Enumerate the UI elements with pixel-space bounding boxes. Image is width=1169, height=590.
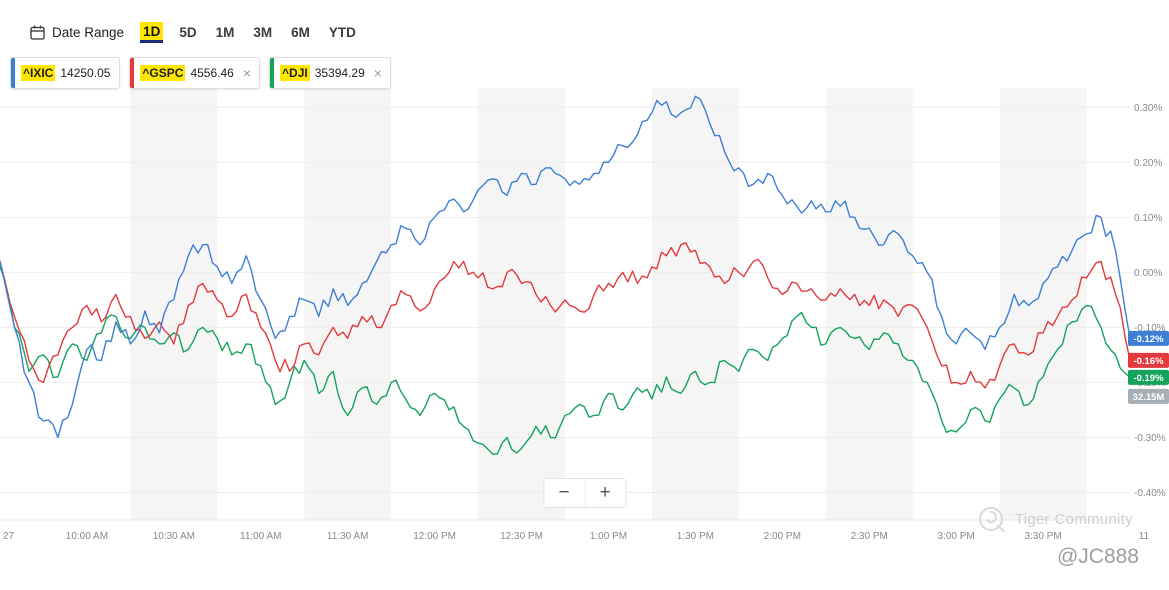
series-color-bar bbox=[11, 58, 15, 88]
x-axis-label: 12:30 PM bbox=[500, 531, 543, 542]
x-axis-label: 11 bbox=[1139, 531, 1150, 542]
x-axis-label: 11:00 AM bbox=[240, 531, 282, 542]
volume-badge-label: 32.15M bbox=[1133, 392, 1165, 403]
calendar-icon bbox=[30, 25, 45, 40]
series-color-bar bbox=[270, 58, 275, 88]
zoom-out-button[interactable]: − bbox=[544, 479, 584, 507]
background-stripe bbox=[651, 88, 739, 520]
tiger-community-logo-icon bbox=[978, 507, 1005, 532]
x-axis-label: 3:30 PM bbox=[1024, 531, 1061, 542]
x-axis-label: 1:00 PM bbox=[590, 531, 627, 542]
change-badge-label: -0.16% bbox=[1133, 356, 1164, 367]
range-tabs: 1D 5D 1M 3M 6M YTD bbox=[140, 22, 359, 43]
watermark: Tiger Community bbox=[976, 504, 1133, 534]
x-axis-label: 10:00 AM bbox=[66, 531, 108, 542]
volume-badge bbox=[1128, 388, 1169, 404]
zoom-in-button[interactable]: + bbox=[584, 479, 625, 507]
y-axis-label: 0.10% bbox=[1134, 213, 1162, 224]
ticker-symbol: ^DJI bbox=[280, 65, 310, 81]
close-icon[interactable]: × bbox=[373, 65, 382, 81]
zoom-controls: − + bbox=[543, 478, 626, 508]
x-axis-label: 27 bbox=[3, 531, 15, 542]
series-line-gspc bbox=[0, 242, 1131, 389]
change-badge-label: -0.19% bbox=[1133, 373, 1164, 384]
x-axis-label: 3:00 PM bbox=[938, 531, 975, 542]
tab-5d[interactable]: 5D bbox=[179, 24, 197, 40]
x-axis-label: 1:30 PM bbox=[677, 531, 714, 542]
date-range-label: Date Range bbox=[52, 25, 125, 40]
y-axis-label: 0.30% bbox=[1134, 103, 1162, 114]
tab-6m[interactable]: 6M bbox=[291, 24, 310, 40]
ticker-chip-ixic[interactable]: ^IXIC 14250.05 bbox=[10, 57, 121, 89]
x-axis-label: 2:00 PM bbox=[764, 531, 801, 542]
tab-1m[interactable]: 1M bbox=[215, 24, 235, 40]
date-range-control[interactable]: Date Range bbox=[30, 25, 124, 40]
change-badge-gspc bbox=[1128, 352, 1169, 368]
change-badge-label: -0.12% bbox=[1133, 334, 1164, 345]
tab-1d[interactable]: 1D bbox=[140, 22, 164, 43]
change-badge-ixic bbox=[1128, 330, 1169, 346]
y-axis-label: 0.20% bbox=[1134, 158, 1162, 169]
tab-ytd[interactable]: YTD bbox=[328, 24, 356, 40]
background-stripe bbox=[478, 88, 565, 520]
watermark-text: Tiger Community bbox=[1014, 510, 1133, 528]
tab-3m[interactable]: 3M bbox=[253, 24, 273, 40]
ticker-price: 35394.29 bbox=[314, 66, 365, 80]
ticker-symbol: ^IXIC bbox=[21, 65, 56, 81]
background-stripe bbox=[999, 88, 1087, 520]
x-axis-label: 2:30 PM bbox=[851, 531, 888, 542]
x-axis-label: 11:30 AM bbox=[327, 531, 369, 542]
x-axis-label: 12:00 PM bbox=[413, 531, 456, 542]
ticker-price: 14250.05 bbox=[60, 66, 111, 80]
background-stripe bbox=[130, 88, 218, 520]
series-color-bar bbox=[130, 58, 135, 88]
series-line-dji bbox=[0, 266, 1131, 455]
y-axis-label: -0.30% bbox=[1134, 433, 1166, 444]
ticker-chip-gspc[interactable]: ^GSPC 4556.46 × bbox=[129, 57, 261, 89]
ticker-price: 4556.46 bbox=[190, 66, 234, 80]
change-badge-dji bbox=[1128, 369, 1169, 385]
y-axis-label: -0.10% bbox=[1134, 323, 1166, 334]
x-axis-label: 10:30 AM bbox=[153, 531, 195, 542]
ticker-chips: ^IXIC 14250.05 ^GSPC 4556.46 × ^DJI 35394.29 × bbox=[10, 57, 391, 89]
close-icon[interactable]: × bbox=[242, 65, 252, 81]
user-handle: @JC888 bbox=[1056, 545, 1139, 568]
ticker-symbol: ^GSPC bbox=[140, 65, 186, 81]
y-axis-label: 0.00% bbox=[1134, 268, 1162, 279]
ticker-chip-dji[interactable]: ^DJI 35394.29 × bbox=[269, 57, 391, 89]
series-line-ixic bbox=[0, 95, 1131, 439]
y-axis-label: -0.40% bbox=[1134, 488, 1166, 499]
toolbar: Date Range 1D 5D 1M 3M 6M YTD bbox=[30, 22, 359, 43]
